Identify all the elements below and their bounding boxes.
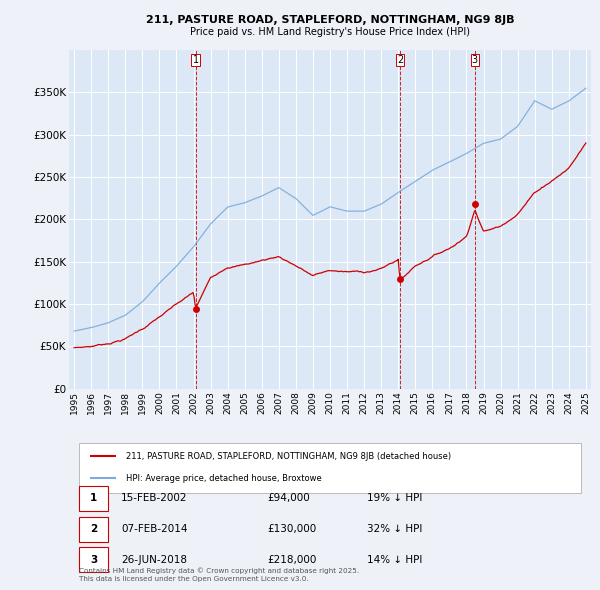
Text: 3: 3: [472, 55, 478, 65]
Text: £94,000: £94,000: [268, 493, 310, 503]
Text: 14% ↓ HPI: 14% ↓ HPI: [367, 555, 422, 565]
Text: 19% ↓ HPI: 19% ↓ HPI: [367, 493, 422, 503]
FancyBboxPatch shape: [79, 442, 581, 493]
Text: 1: 1: [193, 55, 199, 65]
Text: Price paid vs. HM Land Registry's House Price Index (HPI): Price paid vs. HM Land Registry's House …: [190, 27, 470, 37]
FancyBboxPatch shape: [79, 517, 108, 542]
Text: Contains HM Land Registry data © Crown copyright and database right 2025.: Contains HM Land Registry data © Crown c…: [79, 567, 359, 574]
Text: 15-FEB-2002: 15-FEB-2002: [121, 493, 188, 503]
Text: £218,000: £218,000: [268, 555, 317, 565]
FancyBboxPatch shape: [79, 486, 108, 511]
Text: 211, PASTURE ROAD, STAPLEFORD, NOTTINGHAM, NG9 8JB: 211, PASTURE ROAD, STAPLEFORD, NOTTINGHA…: [146, 15, 514, 25]
Text: 3: 3: [90, 555, 97, 565]
Text: £130,000: £130,000: [268, 524, 317, 534]
Text: 1: 1: [90, 493, 97, 503]
Text: 07-FEB-2014: 07-FEB-2014: [121, 524, 188, 534]
FancyBboxPatch shape: [79, 548, 108, 572]
Text: 211, PASTURE ROAD, STAPLEFORD, NOTTINGHAM, NG9 8JB (detached house): 211, PASTURE ROAD, STAPLEFORD, NOTTINGHA…: [127, 451, 452, 461]
Text: 32% ↓ HPI: 32% ↓ HPI: [367, 524, 422, 534]
Text: This data is licensed under the Open Government Licence v3.0.: This data is licensed under the Open Gov…: [79, 576, 309, 582]
Text: 2: 2: [397, 55, 403, 65]
Text: 2: 2: [90, 524, 97, 534]
Text: HPI: Average price, detached house, Broxtowe: HPI: Average price, detached house, Brox…: [127, 474, 322, 483]
Text: 26-JUN-2018: 26-JUN-2018: [121, 555, 187, 565]
